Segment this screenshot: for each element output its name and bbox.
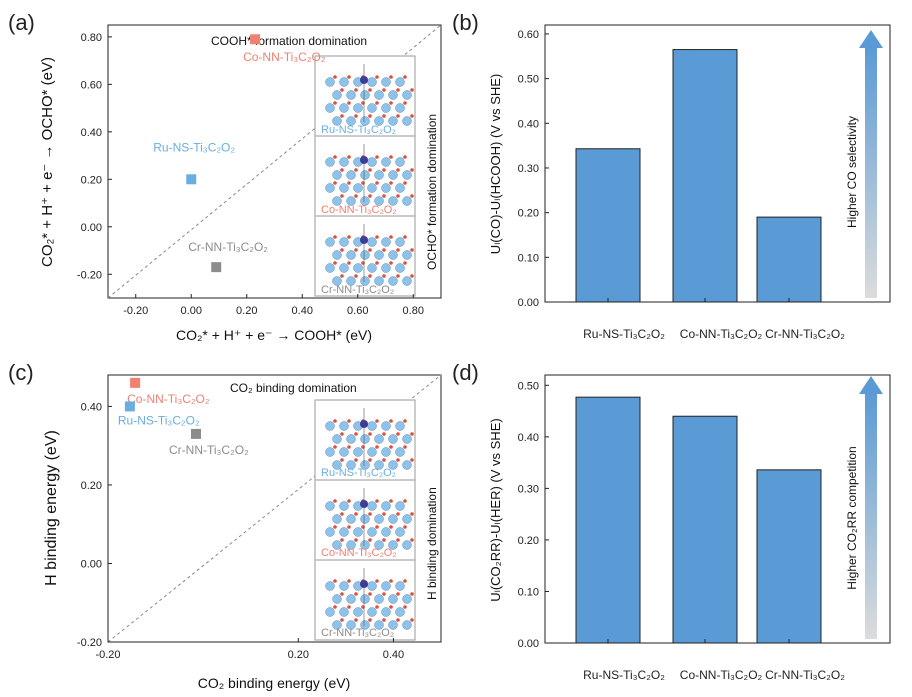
x-axis-label-a: CO₂* + H⁺ + e⁻ → COOH* (eV)	[176, 327, 372, 343]
x-tick-label-c: 0.40	[383, 649, 404, 661]
panel-label-c: (c)	[8, 360, 34, 385]
data-point-c	[191, 428, 202, 439]
y-tick-label-b: 0.50	[518, 74, 539, 86]
panel-label-b: (b)	[452, 10, 479, 35]
x-tick-label-a: 0.40	[292, 305, 313, 317]
arrow-d	[859, 376, 883, 639]
category-label-d: Cr-NN-Ti₃C₂O₂	[765, 668, 845, 682]
point-label-c: Ru-NS-Ti₃C₂O₂	[118, 413, 200, 427]
point-label-c: Cr-NN-Ti₃C₂O₂	[169, 443, 249, 457]
y-tick-label-d: 0.30	[518, 483, 539, 495]
data-point-a	[186, 174, 197, 185]
y-axis-label-c: H binding energy (eV)	[43, 430, 60, 586]
y-tick-label-a: -0.20	[77, 269, 102, 281]
y-tick-label-b: 0.40	[518, 118, 539, 130]
inset-label-cr-c: Cr-NN-Ti₃C₂O₂	[321, 627, 394, 639]
category-label-b: Ru-NS-Ti₃C₂O₂	[583, 327, 665, 341]
y-tick-label-d: 0.20	[518, 535, 539, 547]
x-tick-label-a: 0.60	[347, 305, 368, 317]
x-axis-label-c: CO₂ binding energy (eV)	[198, 675, 351, 691]
x-tick-label-a: 0.00	[181, 305, 202, 317]
y-tick-label-b: 0.00	[518, 297, 539, 309]
data-point-a	[211, 262, 222, 273]
structure-inset-c	[314, 399, 416, 641]
inset-label-cr-a: Cr-NN-Ti₃C₂O₂	[321, 284, 394, 296]
data-point-c	[130, 377, 141, 388]
y-tick-label-c: -0.20	[77, 637, 102, 649]
bar-b	[672, 49, 738, 303]
panel-label-d: (d)	[452, 360, 479, 385]
y-tick-label-c: 0.00	[81, 558, 102, 570]
arrow-label-b: Higher CO selectivity	[845, 116, 859, 228]
arrow-label-d: Higher CO₂RR competition	[845, 446, 859, 589]
panel-label-a: (a)	[8, 10, 35, 35]
y-tick-label-d: 0.50	[518, 380, 539, 392]
y-tick-label-b: 0.60	[518, 29, 539, 41]
point-label-a: Co-NN-Ti₃C₂O₂	[243, 50, 326, 64]
y-tick-label-a: 0.00	[81, 222, 102, 234]
category-label-b: Co-NN-Ti₃C₂O₂	[680, 327, 763, 341]
y-tick-label-a: 0.40	[81, 127, 102, 139]
data-point-c	[124, 401, 135, 412]
x-tick-label-a: 0.80	[403, 305, 424, 317]
inset-label-ru-a: Ru-NS-Ti₃C₂O₂	[321, 124, 396, 136]
y-tick-label-b: 0.30	[518, 163, 539, 175]
annotation-co2-binding-domination: CO₂ binding domination	[230, 381, 357, 395]
bar-b	[756, 216, 822, 303]
data-point-a	[250, 34, 261, 45]
bar-d	[756, 469, 822, 644]
point-label-c: Co-NN-Ti₃C₂O₂	[127, 392, 210, 406]
inset-label-co-a: Co-NN-Ti₃C₂O₂	[321, 204, 397, 216]
y-tick-label-a: 0.80	[81, 32, 102, 44]
y-tick-label-d: 0.10	[518, 586, 539, 598]
y-tick-label-a: 0.60	[81, 79, 102, 91]
point-label-a: Ru-NS-Ti₃C₂O₂	[153, 140, 235, 154]
y-tick-label-c: 0.40	[81, 401, 102, 413]
x-tick-label-a: -0.20	[123, 305, 148, 317]
bar-d	[575, 396, 641, 644]
y-tick-label-c: 0.20	[81, 480, 102, 492]
plot-frame-c	[107, 374, 442, 643]
bar-b	[575, 148, 641, 303]
point-label-a: Cr-NN-Ti₃C₂O₂	[188, 240, 268, 254]
annotation-h-binding-domination: H binding domination	[425, 487, 439, 600]
category-label-d: Ru-NS-Ti₃C₂O₂	[583, 668, 665, 682]
x-tick-label-c: 0.20	[288, 649, 309, 661]
annotation-ocho-domination: OCHO* formation domination	[425, 114, 439, 270]
plot-frame-a	[107, 24, 442, 299]
inset-label-co-c: Co-NN-Ti₃C₂O₂	[321, 547, 397, 559]
x-tick-label-c: -0.20	[95, 649, 120, 661]
category-label-b: Cr-NN-Ti₃C₂O₂	[765, 327, 845, 341]
y-tick-label-d: 0.40	[518, 432, 539, 444]
y-axis-label-b: Uₗ(CO)-Uₗ(HCOOH) (V vs SHE)	[488, 74, 503, 255]
y-tick-label-d: 0.00	[518, 638, 539, 650]
y-axis-label-d: Uₗ(CO₂RR)-Uₗ(HER) (V vs SHE)	[488, 418, 503, 601]
inset-label-ru-c: Ru-NS-Ti₃C₂O₂	[321, 467, 396, 479]
annotation-cooh-domination: COOH* formation domination	[211, 34, 367, 48]
y-tick-label-b: 0.10	[518, 252, 539, 264]
y-axis-label-a: CO₂* + H⁺ + e⁻ → OCHO* (eV)	[39, 57, 56, 267]
arrow-b	[859, 30, 883, 298]
structure-inset-a	[314, 55, 416, 297]
y-tick-label-b: 0.20	[518, 208, 539, 220]
y-tick-label-a: 0.20	[81, 174, 102, 186]
x-tick-label-a: 0.20	[236, 305, 257, 317]
bar-d	[672, 415, 738, 644]
category-label-d: Co-NN-Ti₃C₂O₂	[680, 668, 763, 682]
